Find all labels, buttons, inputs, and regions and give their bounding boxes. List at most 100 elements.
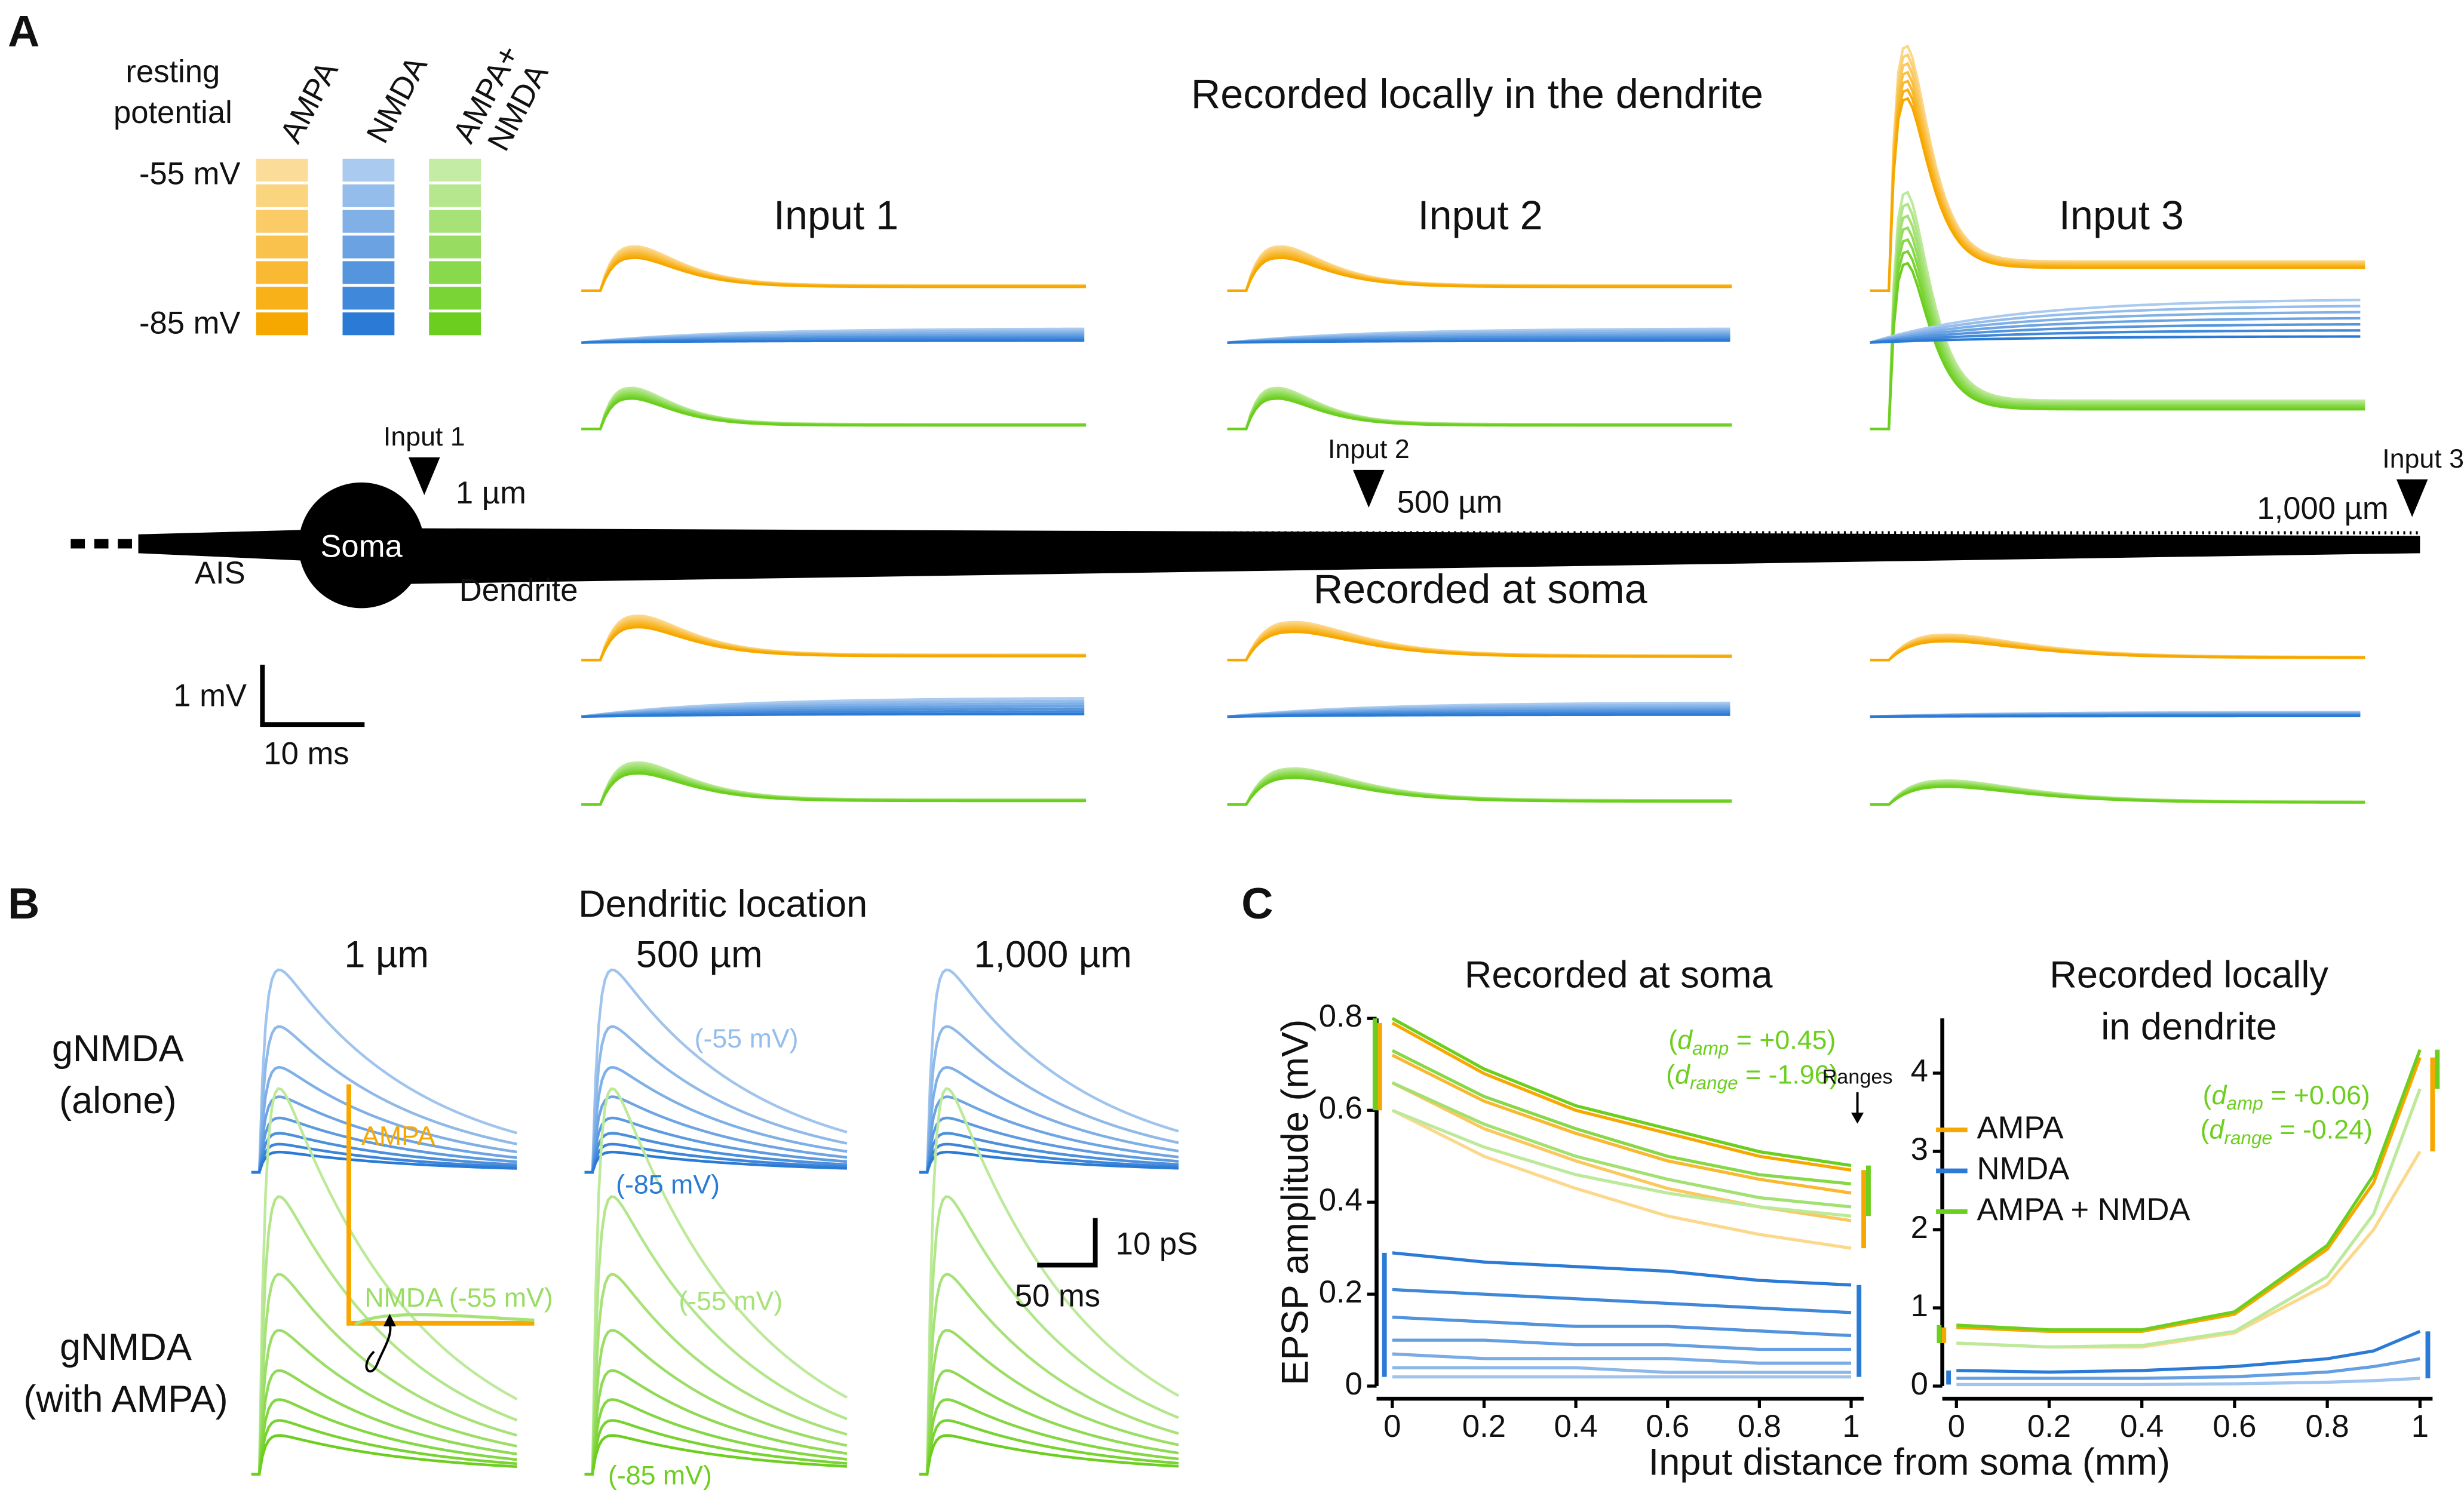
curve bbox=[1392, 1366, 1852, 1374]
input-marker bbox=[408, 457, 440, 495]
ampa-nmda-trace bbox=[1870, 191, 2365, 431]
conductance-trace bbox=[584, 1132, 848, 1174]
soma-label: Soma bbox=[320, 529, 403, 564]
input-title: Input 3 bbox=[2059, 193, 2184, 238]
panel-label: C bbox=[1241, 878, 1273, 928]
annotation-part: d bbox=[2212, 1081, 2228, 1110]
swatch bbox=[256, 261, 308, 284]
swatch bbox=[429, 312, 481, 336]
ais-label: AIS bbox=[195, 555, 246, 591]
curve bbox=[1392, 1288, 1852, 1314]
ranges-label: Ranges bbox=[1822, 1065, 1893, 1088]
inset-label: NMDA (-55 mV) bbox=[364, 1283, 553, 1313]
swatch bbox=[429, 210, 481, 233]
conductance-trace bbox=[919, 1369, 1179, 1476]
annotation-part: ( bbox=[1666, 1060, 1675, 1089]
inset-label: AMPA bbox=[361, 1122, 435, 1151]
conductance-trace bbox=[584, 968, 848, 1174]
nmda-trace bbox=[581, 712, 1085, 718]
y-tick-label: 0 bbox=[1345, 1366, 1363, 1402]
conductance-trace bbox=[919, 1273, 1179, 1476]
annotation-part: range bbox=[2224, 1127, 2272, 1148]
conductance-trace bbox=[584, 1419, 848, 1476]
swatch bbox=[256, 287, 308, 310]
x-tick-label: 0 bbox=[1948, 1409, 1965, 1444]
y-tick-label: 0.6 bbox=[1319, 1090, 1363, 1126]
dendrite bbox=[361, 528, 2420, 585]
dendrite-spines bbox=[423, 531, 2418, 534]
location-label: 1 µm bbox=[344, 933, 429, 975]
input-title: Input 2 bbox=[1418, 193, 1543, 238]
curve bbox=[1956, 1329, 2421, 1374]
annotation: (drange = -1.96) bbox=[1666, 1060, 1838, 1093]
conductance-trace bbox=[584, 1329, 848, 1476]
curve bbox=[1956, 1357, 2420, 1380]
conductance-trace bbox=[251, 1025, 517, 1174]
nmda-trace bbox=[1870, 335, 2361, 344]
voltage-annotation: (-85 mV) bbox=[616, 1171, 720, 1200]
y-tick-label: 0.8 bbox=[1319, 999, 1363, 1034]
annotation: (drange = -0.24) bbox=[2201, 1116, 2373, 1149]
ampa-nmda-trace bbox=[1870, 226, 2365, 431]
conductance-trace bbox=[919, 1329, 1179, 1476]
conductance-trace bbox=[919, 1195, 1179, 1476]
conductance-trace bbox=[584, 1398, 848, 1476]
curve bbox=[1392, 1352, 1852, 1365]
scale-label: 10 pS bbox=[1116, 1227, 1198, 1262]
section-title: Recorded at soma bbox=[1314, 567, 1648, 612]
curve bbox=[1956, 1088, 2422, 1349]
swatch bbox=[256, 210, 308, 233]
input-marker-label: Input 3 bbox=[2382, 444, 2464, 474]
y-tick-label: 4 bbox=[1911, 1053, 1928, 1089]
ampa-trace bbox=[1227, 256, 1732, 292]
annotation-part: d bbox=[1675, 1060, 1691, 1089]
conductance-trace bbox=[919, 1419, 1179, 1476]
annotation-part: amp bbox=[2226, 1092, 2263, 1114]
ampa-nmda-trace bbox=[1870, 202, 2365, 431]
input-title: Input 1 bbox=[774, 193, 898, 238]
curve bbox=[1392, 1315, 1852, 1338]
conductance-trace bbox=[251, 1419, 517, 1476]
swatch bbox=[342, 261, 395, 284]
x-tick-label: 0.6 bbox=[1646, 1409, 1689, 1444]
row-label: gNMDA bbox=[52, 1028, 184, 1070]
ampa-nmda-trace bbox=[1227, 397, 1732, 431]
conductance-trace bbox=[919, 1150, 1179, 1174]
swatch bbox=[342, 158, 395, 182]
nmda-trace bbox=[1870, 311, 2361, 344]
curve bbox=[1391, 1108, 1852, 1250]
annotation-part: d bbox=[2209, 1116, 2225, 1145]
swatch bbox=[429, 184, 481, 207]
curve bbox=[1391, 1081, 1852, 1209]
legend-header: potential bbox=[113, 95, 232, 130]
voltage-label: -55 mV bbox=[139, 156, 241, 192]
dendrite-label: Dendrite bbox=[459, 573, 578, 608]
conductance-trace bbox=[919, 1087, 1180, 1476]
nmda-trace bbox=[1227, 713, 1730, 718]
legend-label: AMPA + NMDA bbox=[1977, 1192, 2190, 1227]
distance-label: 1 µm bbox=[456, 475, 526, 511]
curve bbox=[1392, 1338, 1852, 1351]
conductance-trace bbox=[251, 1434, 517, 1476]
swatch bbox=[342, 210, 395, 233]
ampa-trace bbox=[1870, 53, 2365, 292]
conductance-trace bbox=[584, 1195, 848, 1476]
annotation: (damp = +0.45) bbox=[1668, 1026, 1836, 1059]
ampa-nmda-trace bbox=[1870, 214, 2365, 431]
annotation-part: ( bbox=[1668, 1026, 1677, 1055]
curve bbox=[1391, 1053, 1852, 1195]
swatch bbox=[256, 158, 308, 182]
column-header: NMDA bbox=[360, 51, 434, 149]
ampa-trace bbox=[1870, 79, 2365, 292]
inset-nmda bbox=[354, 1313, 535, 1326]
curve bbox=[1956, 1049, 2422, 1332]
conductance-trace bbox=[919, 1066, 1179, 1174]
panel-label: A bbox=[8, 6, 39, 56]
conductance-trace bbox=[584, 1150, 848, 1174]
swatch bbox=[429, 261, 481, 284]
column-header: AMPA bbox=[273, 56, 345, 149]
nmda-trace bbox=[1870, 322, 2361, 344]
annotation: (damp = +0.06) bbox=[2203, 1081, 2370, 1114]
nmda-trace bbox=[1870, 714, 2361, 718]
